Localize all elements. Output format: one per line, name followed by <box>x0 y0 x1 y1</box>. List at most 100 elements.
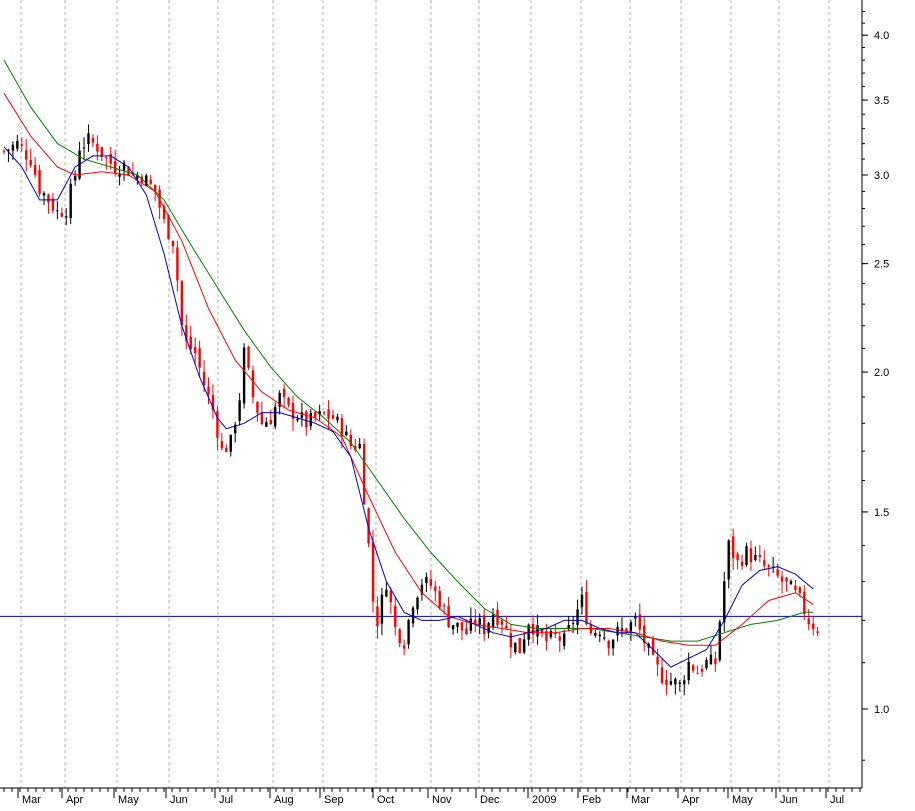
x-axis-ticks: Mar Apr May Jun Jul Aug Sep Oct Nov Dec 2009 Feb Mar… <box>3 788 861 806</box>
candle-body <box>185 325 188 342</box>
y-tick-label: 2.0 <box>874 367 889 379</box>
candle-body <box>603 637 606 639</box>
candle-body <box>794 585 797 590</box>
candle-body <box>260 412 264 425</box>
candle-body <box>429 579 433 586</box>
candle-body <box>789 581 793 585</box>
candle-body <box>336 416 339 421</box>
candle-body <box>531 623 535 635</box>
x-tick-label: Jul <box>830 794 844 806</box>
x-tick-label: May <box>118 794 139 806</box>
candle-body <box>225 448 228 452</box>
candle-body <box>309 412 312 427</box>
x-tick-label: Mar <box>631 794 650 806</box>
candle-body <box>305 411 308 428</box>
candle-body <box>371 541 375 602</box>
candle-body <box>318 411 321 415</box>
candle-body <box>60 212 63 217</box>
ma-green-line <box>3 59 814 642</box>
candle-body <box>563 633 566 646</box>
candle-body <box>113 160 117 174</box>
candle-body <box>527 624 530 640</box>
candle-body <box>238 400 241 421</box>
candle-body <box>571 623 575 625</box>
candle-body <box>145 175 148 187</box>
candle-body <box>300 412 304 418</box>
candle-body <box>687 661 690 681</box>
x-tick-label: Apr <box>682 794 699 806</box>
candle-body <box>345 431 348 436</box>
candle-body <box>167 215 170 239</box>
candle-body <box>540 629 544 634</box>
candle-body <box>425 576 428 584</box>
candle-body <box>149 179 152 184</box>
candle-body <box>611 639 615 649</box>
candle-body <box>434 586 437 591</box>
candle-body <box>780 576 784 582</box>
candle-body <box>763 560 766 566</box>
candle-body <box>674 679 677 685</box>
candle-body <box>549 631 553 638</box>
candle-body <box>651 638 655 655</box>
x-tick-label: Jun <box>170 794 188 806</box>
candle-body <box>340 418 344 437</box>
candle-body <box>109 153 112 164</box>
candle-body <box>202 371 206 386</box>
candle-body <box>718 621 722 660</box>
candle-body <box>287 397 290 405</box>
candle-body <box>322 412 326 414</box>
candle-body <box>816 631 819 634</box>
candle-body <box>607 640 610 649</box>
candle-body <box>158 189 161 208</box>
candle-body <box>367 508 370 544</box>
candle-body <box>51 198 55 211</box>
candle-body <box>189 336 192 350</box>
y-axis-ticks: 1.0 1.5 2.0 2.5 3.0 3.5 4.0 <box>862 10 889 761</box>
candle-body <box>269 420 272 425</box>
candle-body <box>265 422 268 427</box>
y-tick-label: 3.0 <box>874 170 889 182</box>
moving-averages <box>3 59 814 668</box>
candle-body <box>736 553 739 561</box>
ma-red-line <box>3 92 814 646</box>
candle-body <box>193 347 197 354</box>
candle-body <box>73 176 77 181</box>
y-tick-label: 2.5 <box>874 259 889 271</box>
candle-body <box>127 167 130 176</box>
candle-body <box>100 147 104 157</box>
candle-body <box>785 577 788 582</box>
candle-body <box>362 444 366 505</box>
x-tick-label: Aug <box>274 794 294 806</box>
candle-body <box>411 607 415 624</box>
y-tick-label: 3.5 <box>874 95 889 107</box>
x-tick-label: Jul <box>219 794 233 806</box>
candle-body <box>394 605 397 627</box>
x-tick-label: Sep <box>324 794 344 806</box>
x-tick-label: Mar <box>22 794 41 806</box>
candle-body <box>327 409 330 419</box>
x-tick-label: Oct <box>377 794 394 806</box>
candle-body <box>482 615 486 635</box>
candle-body <box>38 170 41 194</box>
candle-body <box>216 411 219 438</box>
candle-body <box>554 633 557 635</box>
candle-body <box>233 424 237 434</box>
candle-body <box>354 445 357 450</box>
y-tick-label: 1.5 <box>874 507 889 519</box>
candle-body <box>256 401 259 413</box>
candle-body <box>42 193 46 196</box>
candle-body <box>33 165 37 175</box>
candle-body <box>500 620 504 625</box>
candle-body <box>296 419 299 421</box>
candle-body <box>162 206 166 219</box>
x-tick-label: 2009 <box>532 794 556 806</box>
candle-body <box>491 614 495 628</box>
candle-body <box>136 175 139 179</box>
candle-body <box>118 174 121 177</box>
candle-body <box>705 660 708 669</box>
candle-body <box>16 140 19 149</box>
candle-body <box>407 619 410 645</box>
candle-body <box>220 441 224 449</box>
candle-body <box>314 412 317 417</box>
